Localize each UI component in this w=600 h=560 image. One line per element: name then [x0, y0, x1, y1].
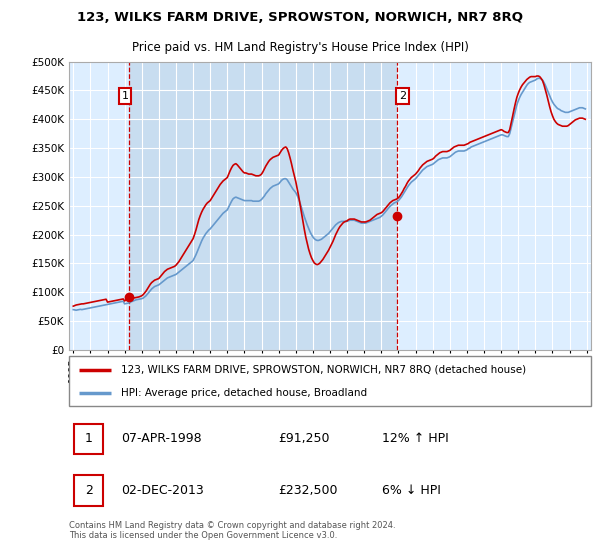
FancyBboxPatch shape [74, 423, 103, 454]
Text: 123, WILKS FARM DRIVE, SPROWSTON, NORWICH, NR7 8RQ: 123, WILKS FARM DRIVE, SPROWSTON, NORWIC… [77, 11, 523, 24]
FancyBboxPatch shape [74, 475, 103, 506]
Text: 2: 2 [399, 91, 406, 101]
Text: 123, WILKS FARM DRIVE, SPROWSTON, NORWICH, NR7 8RQ (detached house): 123, WILKS FARM DRIVE, SPROWSTON, NORWIC… [121, 365, 526, 375]
Text: 02-DEC-2013: 02-DEC-2013 [121, 484, 204, 497]
Text: 2: 2 [85, 484, 92, 497]
Text: 1: 1 [121, 91, 128, 101]
Text: Contains HM Land Registry data © Crown copyright and database right 2024.
This d: Contains HM Land Registry data © Crown c… [69, 521, 395, 540]
Text: HPI: Average price, detached house, Broadland: HPI: Average price, detached house, Broa… [121, 389, 367, 398]
Text: 1: 1 [85, 432, 92, 445]
Text: 6% ↓ HPI: 6% ↓ HPI [382, 484, 441, 497]
Text: £232,500: £232,500 [278, 484, 337, 497]
Bar [129, 62, 397, 350]
Text: £91,250: £91,250 [278, 432, 329, 445]
Text: 07-APR-1998: 07-APR-1998 [121, 432, 202, 445]
Text: 12% ↑ HPI: 12% ↑ HPI [382, 432, 449, 445]
Text: Price paid vs. HM Land Registry's House Price Index (HPI): Price paid vs. HM Land Registry's House … [131, 41, 469, 54]
FancyBboxPatch shape [69, 356, 591, 406]
